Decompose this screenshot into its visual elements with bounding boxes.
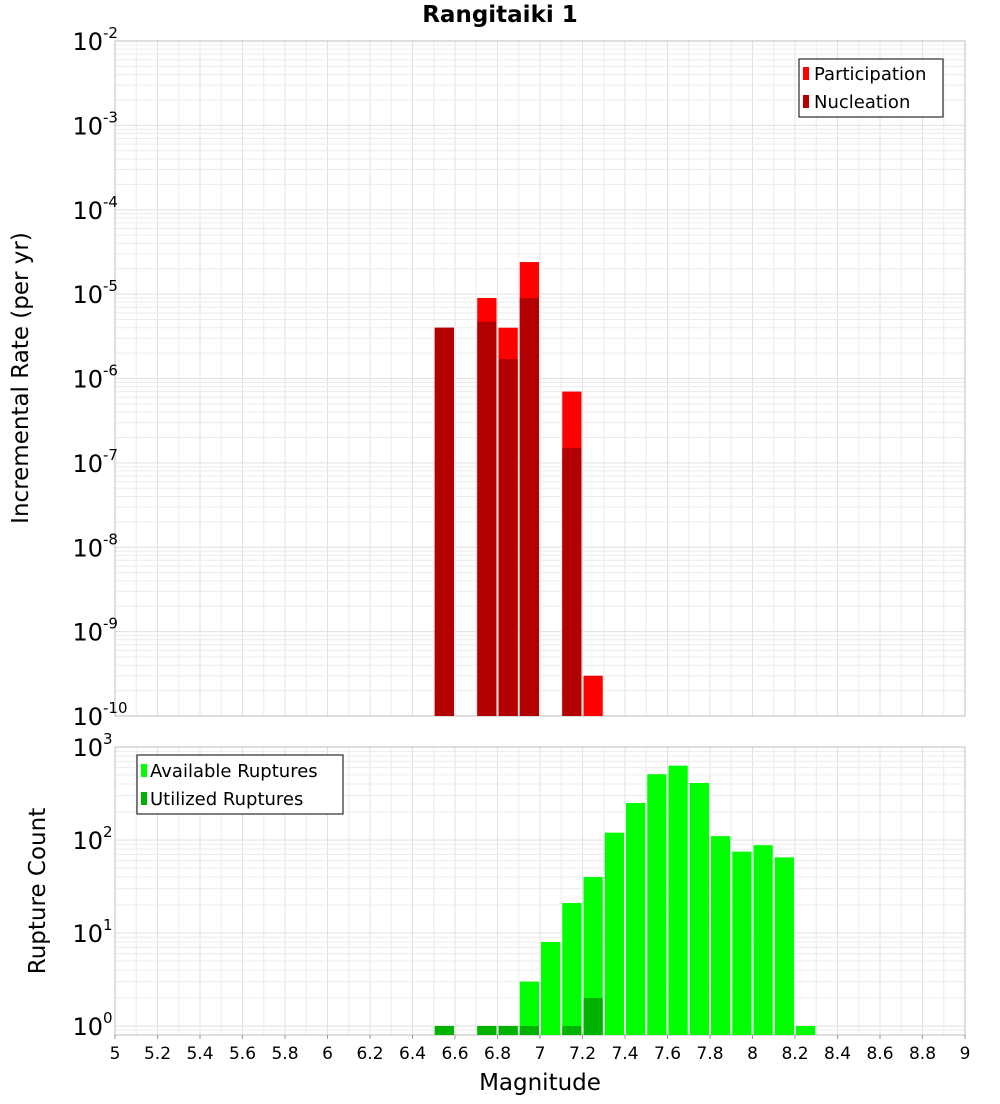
x-tick-label: 8.6 <box>866 1044 893 1064</box>
x-tick-label: 7.8 <box>696 1044 723 1064</box>
x-tick-label: 6.2 <box>356 1044 383 1064</box>
top-y-ticks: 10-210-310-410-510-610-710-810-910-10 <box>72 24 127 731</box>
y-tick-label: 10 <box>72 827 103 855</box>
y-tick-exponent: -5 <box>103 277 118 295</box>
bar-nucleation-6.85 <box>498 359 518 716</box>
x-axis-label: Magnitude <box>479 1070 601 1096</box>
bar-nucleation-6.75 <box>477 321 497 716</box>
legend-label-available-ruptures: Available Ruptures <box>150 761 318 782</box>
x-tick-label: 7.4 <box>611 1044 638 1064</box>
legend-swatch-nucleation <box>803 95 809 108</box>
y-tick-label: 10 <box>72 366 103 394</box>
y-tick-exponent: -2 <box>103 24 118 42</box>
legend-swatch-participation <box>803 67 809 80</box>
bottom-y-axis-label: Rupture Count <box>25 808 51 974</box>
legend-swatch-utilized-ruptures <box>141 792 147 805</box>
x-tick-label: 7.2 <box>569 1044 596 1064</box>
top-legend-box <box>798 58 944 118</box>
y-tick-exponent: -9 <box>103 615 118 633</box>
y-tick-exponent: 3 <box>103 730 113 748</box>
x-tick-label: 7 <box>535 1044 546 1064</box>
bar-available-ruptures-7.05 <box>541 942 561 1035</box>
x-tick-label: 6.6 <box>441 1044 468 1064</box>
top-plot-bars <box>434 262 603 716</box>
x-tick-label: 8.8 <box>909 1044 936 1064</box>
bar-available-ruptures-8.15 <box>774 857 794 1035</box>
y-tick-label: 10 <box>72 619 103 647</box>
x-tick-label: 6 <box>322 1044 333 1064</box>
bar-nucleation-6.95 <box>519 297 539 716</box>
bar-available-ruptures-7.85 <box>711 836 731 1035</box>
x-tick-label: 5.4 <box>186 1044 213 1064</box>
bar-available-ruptures-8.25 <box>796 1025 816 1035</box>
bottom-x-ticks: 5 5.2 5.4 5.6 5.8 6 6.2 6.4 6.6 6.8 7 7.2 7.4 7.6 7.8 8… <box>110 1035 971 1064</box>
y-tick-label: 10 <box>72 112 103 140</box>
bar-available-ruptures-7.55 <box>647 774 667 1035</box>
x-tick-label: 5.2 <box>144 1044 171 1064</box>
x-tick-label: 8.4 <box>824 1044 851 1064</box>
x-tick-label: 6.8 <box>484 1044 511 1064</box>
chart-title: Rangitaiki 1 <box>422 2 578 28</box>
bar-participation-7.25 <box>583 675 603 716</box>
y-tick-exponent: -8 <box>103 530 118 548</box>
bar-utilized-ruptures-7.15 <box>562 1025 582 1035</box>
bar-available-ruptures-7.35 <box>604 832 624 1035</box>
y-tick-exponent: -7 <box>103 446 118 464</box>
y-tick-exponent: -10 <box>103 699 128 717</box>
y-tick-exponent: 1 <box>103 916 113 934</box>
x-tick-label: 9 <box>960 1044 971 1064</box>
legend-label-participation: Participation <box>814 64 926 85</box>
legend-swatch-available-ruptures <box>141 764 147 777</box>
bar-available-ruptures-7.15 <box>562 903 582 1035</box>
x-tick-label: 5 <box>110 1044 121 1064</box>
y-tick-exponent: 2 <box>103 823 113 841</box>
bottom-legend-box <box>136 754 344 815</box>
bar-utilized-ruptures-7.25 <box>583 997 603 1035</box>
x-tick-label: 5.6 <box>229 1044 256 1064</box>
y-tick-label: 10 <box>72 920 103 948</box>
legend-label-utilized-ruptures: Utilized Ruptures <box>150 789 303 810</box>
bottom-plot-bars <box>434 765 816 1035</box>
y-tick-label: 10 <box>72 1013 103 1041</box>
bar-utilized-ruptures-6.85 <box>498 1025 518 1035</box>
x-tick-label: 5.8 <box>271 1044 298 1064</box>
y-tick-label: 10 <box>72 28 103 56</box>
y-tick-label: 10 <box>72 197 103 225</box>
bar-available-ruptures-7.45 <box>626 802 646 1035</box>
y-tick-label: 10 <box>72 734 103 762</box>
bar-nucleation-6.55 <box>434 327 454 716</box>
bottom-legend: Available Ruptures Utilized Ruptures <box>136 754 344 815</box>
top-legend: Participation Nucleation <box>798 58 944 118</box>
x-tick-label: 8.2 <box>781 1044 808 1064</box>
y-tick-exponent: -3 <box>103 108 118 126</box>
y-tick-label: 10 <box>72 281 103 309</box>
bar-available-ruptures-7.65 <box>668 765 688 1035</box>
bar-available-ruptures-6.95 <box>519 981 539 1035</box>
bar-available-ruptures-7.95 <box>732 851 752 1035</box>
bar-utilized-ruptures-6.55 <box>434 1025 454 1035</box>
legend-label-nucleation: Nucleation <box>814 92 910 113</box>
y-tick-label: 10 <box>72 703 103 731</box>
y-tick-label: 10 <box>72 450 103 478</box>
x-tick-label: 7.6 <box>654 1044 681 1064</box>
y-tick-label: 10 <box>72 534 103 562</box>
bar-available-ruptures-7.75 <box>689 783 709 1035</box>
bar-utilized-ruptures-6.75 <box>477 1025 497 1035</box>
y-tick-exponent: 0 <box>103 1009 113 1027</box>
x-tick-label: 6.4 <box>399 1044 426 1064</box>
top-y-axis-label: Incremental Rate (per yr) <box>8 232 34 524</box>
y-tick-exponent: -4 <box>103 193 118 211</box>
top-plot-area <box>114 40 966 717</box>
bar-available-ruptures-7.25 <box>583 877 603 1035</box>
bar-nucleation-7.15 <box>562 448 582 716</box>
bar-utilized-ruptures-6.95 <box>519 1025 539 1035</box>
x-tick-label: 8 <box>747 1044 758 1064</box>
bar-available-ruptures-8.05 <box>753 845 773 1035</box>
y-tick-exponent: -6 <box>103 362 118 380</box>
top-plot-grid <box>114 41 966 717</box>
